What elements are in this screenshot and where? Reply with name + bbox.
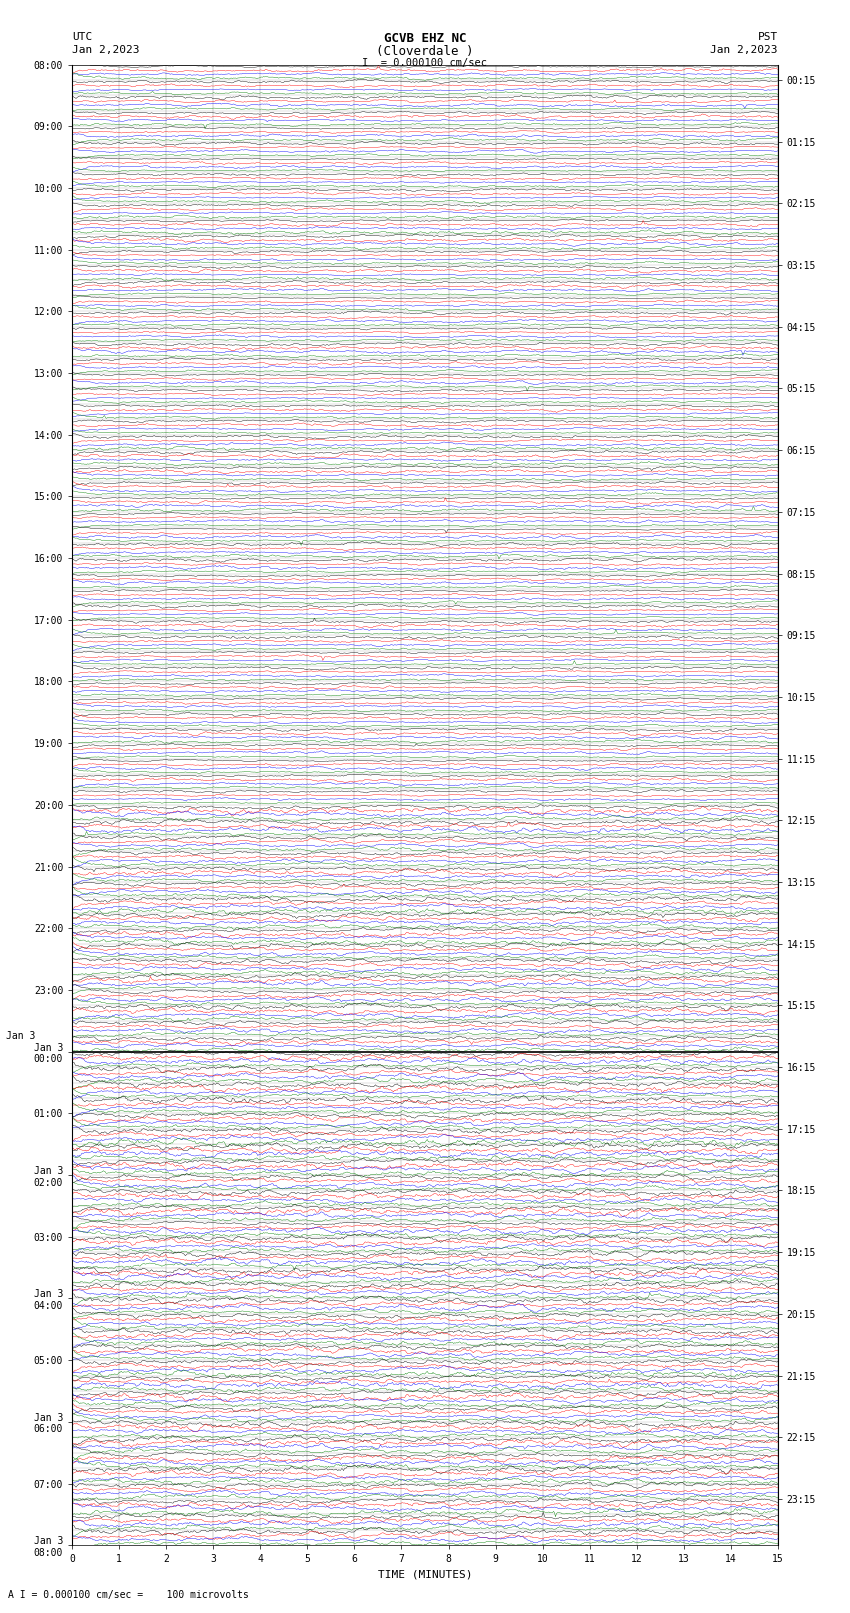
Text: Jan 2,2023: Jan 2,2023 — [711, 45, 778, 55]
Text: Jan 3: Jan 3 — [6, 1031, 35, 1040]
Text: PST: PST — [757, 32, 778, 42]
X-axis label: TIME (MINUTES): TIME (MINUTES) — [377, 1569, 473, 1579]
Text: GCVB EHZ NC: GCVB EHZ NC — [383, 32, 467, 45]
Text: Jan 2,2023: Jan 2,2023 — [72, 45, 139, 55]
Text: (Cloverdale ): (Cloverdale ) — [377, 45, 473, 58]
Text: A I = 0.000100 cm/sec =    100 microvolts: A I = 0.000100 cm/sec = 100 microvolts — [8, 1590, 249, 1600]
Text: UTC: UTC — [72, 32, 93, 42]
Text: I  = 0.000100 cm/sec: I = 0.000100 cm/sec — [362, 58, 488, 68]
